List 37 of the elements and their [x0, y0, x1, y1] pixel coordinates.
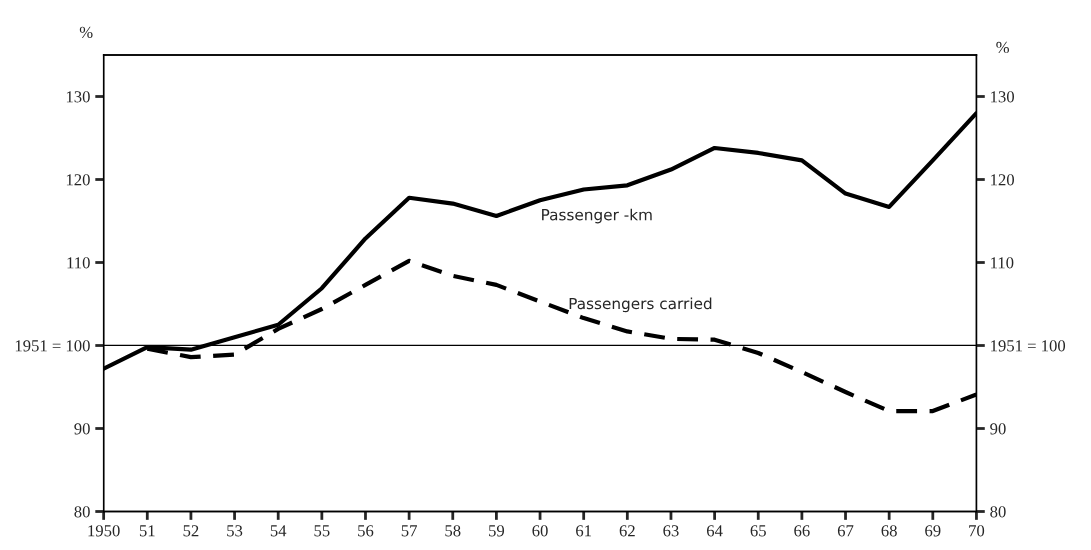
x-tick-label: 55 — [314, 525, 330, 537]
x-tick-label: 62 — [619, 525, 635, 537]
y2-tick-label: 1951 = 100 — [991, 340, 1066, 352]
x-tick-label: 51 — [139, 525, 155, 537]
x-tick-label: 56 — [358, 525, 374, 537]
x-tick-label: 60 — [532, 525, 548, 537]
x-tick-label: 63 — [663, 525, 679, 537]
x-tick-label: 53 — [227, 525, 243, 537]
series-label: Passenger -km — [542, 208, 652, 224]
y-tick-label: 90 — [74, 423, 90, 435]
x-tick-label: 67 — [837, 525, 854, 537]
y-tick-label: 80 — [74, 506, 90, 518]
x-tick-label: 68 — [881, 525, 897, 537]
x-tick-label: 64 — [706, 525, 723, 537]
x-tick-label: 52 — [183, 525, 199, 537]
y-axis-title: % — [79, 26, 93, 38]
y2-tick-label: 130 — [991, 91, 1014, 103]
x-tick-label: 61 — [576, 525, 592, 537]
x-tick-label: 66 — [794, 525, 810, 537]
y2-tick-label: 110 — [991, 257, 1014, 269]
x-tick-label: 54 — [270, 525, 287, 537]
y-tick-label: 1951 = 100 — [15, 340, 90, 352]
x-tick-label: 70 — [969, 525, 985, 537]
y2-tick-label: 90 — [990, 423, 1006, 435]
series-label: Passengers carried — [569, 297, 712, 313]
y-tick-label: 120 — [66, 174, 90, 186]
y-tick-label: 130 — [66, 91, 90, 103]
x-tick-label: 69 — [925, 525, 941, 537]
y2-axis-title: % — [996, 41, 1009, 54]
x-tick-label: 65 — [750, 525, 766, 537]
y2-tick-label: 80 — [990, 506, 1006, 518]
x-tick-label: 58 — [445, 525, 461, 537]
y-tick-label: 110 — [67, 257, 90, 269]
y2-tick-label: 120 — [991, 174, 1014, 186]
x-tick-label: 57 — [401, 525, 417, 537]
x-tick-label: 59 — [489, 525, 505, 537]
x-tick-label: 1950 — [88, 525, 120, 537]
